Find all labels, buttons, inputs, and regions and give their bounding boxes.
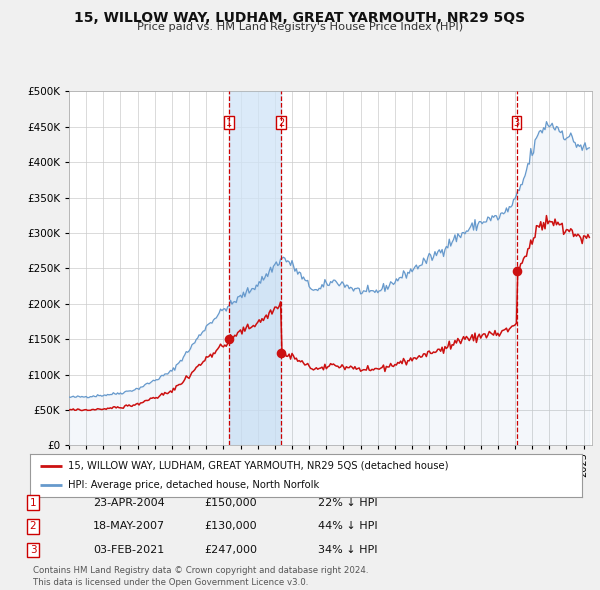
Text: £150,000: £150,000 [204,498,257,507]
Text: Contains HM Land Registry data © Crown copyright and database right 2024.
This d: Contains HM Land Registry data © Crown c… [33,566,368,587]
Point [277,349,286,358]
Text: 2: 2 [278,117,284,127]
Point [224,335,233,344]
Text: 34% ↓ HPI: 34% ↓ HPI [318,545,377,555]
Text: 22% ↓ HPI: 22% ↓ HPI [318,498,377,507]
Text: HPI: Average price, detached house, North Norfolk: HPI: Average price, detached house, Nort… [68,480,319,490]
Text: 18-MAY-2007: 18-MAY-2007 [93,522,165,531]
Text: 03-FEB-2021: 03-FEB-2021 [93,545,164,555]
Bar [229,91,281,445]
Point [512,266,521,276]
Text: 44% ↓ HPI: 44% ↓ HPI [318,522,377,531]
Text: 1: 1 [29,498,37,507]
Text: £247,000: £247,000 [204,545,257,555]
Text: 15, WILLOW WAY, LUDHAM, GREAT YARMOUTH, NR29 5QS: 15, WILLOW WAY, LUDHAM, GREAT YARMOUTH, … [74,11,526,25]
Text: 3: 3 [514,117,520,127]
Text: 1: 1 [226,117,232,127]
Text: 2: 2 [29,522,37,531]
Text: £130,000: £130,000 [204,522,257,531]
Text: 15, WILLOW WAY, LUDHAM, GREAT YARMOUTH, NR29 5QS (detached house): 15, WILLOW WAY, LUDHAM, GREAT YARMOUTH, … [68,461,448,471]
Text: 3: 3 [29,545,37,555]
Text: Price paid vs. HM Land Registry's House Price Index (HPI): Price paid vs. HM Land Registry's House … [137,22,463,32]
Text: 23-APR-2004: 23-APR-2004 [93,498,165,507]
